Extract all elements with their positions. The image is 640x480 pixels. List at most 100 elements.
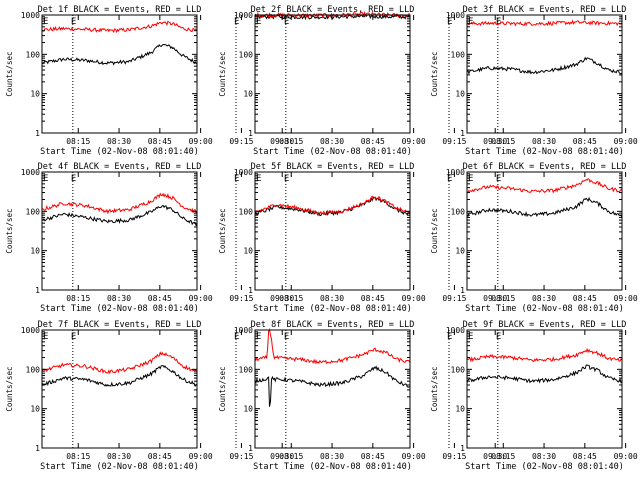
x-tick-label: 09:30 — [483, 294, 507, 303]
x-tick-label: 09:15 — [229, 137, 253, 146]
x-tick-label: 09:00 — [614, 294, 638, 303]
y-tick-label: 10 — [455, 247, 465, 256]
detector-panel-9: Det 9f BLACK = Events, RED = LLD E E E 1 10 10… — [430, 320, 638, 472]
event-marker-label: E — [447, 174, 452, 184]
panel-title: Det 7f BLACK = Events, RED = LLD — [38, 320, 202, 330]
y-tick-label: 10 — [30, 90, 40, 99]
y-tick-label: 10 — [455, 405, 465, 414]
x-tick-label: 08:45 — [361, 294, 385, 303]
y-tick-label: 100 — [451, 50, 466, 59]
plot-frame — [41, 14, 198, 134]
event-marker-label: E — [43, 17, 48, 27]
panel-title: Det 5f BLACK = Events, RED = LLD — [251, 162, 415, 172]
detector-panel-3: Det 3f BLACK = Events, RED = LLD E E E 1 10 10… — [430, 5, 638, 157]
y-tick-label: 100 — [239, 365, 254, 374]
series-events-line — [41, 43, 198, 66]
y-tick-label: 1 — [460, 286, 465, 295]
x-axis-label: Start Time (02-Nov-08 08:01:40) — [40, 462, 199, 472]
y-axis-label: Counts/sec — [430, 366, 439, 411]
panel-title: Det 4f BLACK = Events, RED = LLD — [38, 162, 202, 172]
event-marker-label: E — [43, 332, 48, 342]
x-tick-label: 09:00 — [402, 294, 426, 303]
plot-frame — [254, 329, 411, 449]
x-axis-label: Start Time (02-Nov-08 08:01:40) — [465, 462, 624, 472]
y-tick-label: 1 — [248, 129, 253, 138]
plot-frame — [41, 329, 198, 449]
x-tick-label: 09:30 — [483, 452, 507, 461]
event-marker-label: E — [496, 332, 501, 342]
event-marker-label: E — [234, 174, 239, 184]
x-tick-label: 09:30 — [270, 294, 294, 303]
y-tick-label: 1 — [460, 444, 465, 453]
x-tick-label: 08:45 — [148, 452, 172, 461]
y-tick-label: 1000 — [234, 168, 253, 177]
y-tick-label: 100 — [26, 50, 41, 59]
event-marker-label: E — [496, 174, 501, 184]
x-tick-label: 08:45 — [361, 137, 385, 146]
x-tick-label: 09:00 — [189, 452, 213, 461]
plot-frame — [466, 171, 623, 291]
x-tick-label: 08:45 — [361, 452, 385, 461]
panel-title: Det 9f BLACK = Events, RED = LLD — [463, 320, 627, 330]
series-lld-line — [254, 195, 411, 216]
x-tick-label: 08:15 — [279, 294, 303, 303]
y-tick-label: 100 — [239, 50, 254, 59]
x-tick-label: 08:30 — [532, 137, 556, 146]
y-tick-label: 1000 — [21, 326, 40, 335]
y-tick-label: 10 — [30, 247, 40, 256]
y-tick-label: 10 — [243, 90, 253, 99]
x-tick-label: 09:15 — [229, 294, 253, 303]
series-events-line — [254, 365, 411, 407]
y-tick-label: 1000 — [21, 11, 40, 20]
x-tick-label: 08:30 — [532, 452, 556, 461]
plot-frame — [41, 171, 198, 291]
y-tick-label: 10 — [243, 247, 253, 256]
y-tick-label: 100 — [26, 207, 41, 216]
x-tick-label: 08:45 — [148, 137, 172, 146]
x-axis-label: Start Time (02-Nov-08 08:01:40) — [40, 147, 199, 157]
y-axis-label: Counts/sec — [218, 366, 227, 411]
y-tick-label: 1 — [460, 129, 465, 138]
series-lld-line — [41, 192, 198, 215]
x-tick-label: 09:30 — [270, 452, 294, 461]
y-tick-label: 1000 — [234, 326, 253, 335]
event-marker-label: E — [71, 332, 76, 342]
event-marker-label: E — [256, 332, 261, 342]
y-tick-label: 1 — [35, 286, 40, 295]
x-axis-label: Start Time (02-Nov-08 08:01:40) — [253, 462, 412, 472]
y-axis-label: Counts/sec — [5, 208, 14, 253]
x-tick-label: 08:15 — [491, 452, 515, 461]
x-axis-label: Start Time (02-Nov-08 08:01:40) — [40, 304, 199, 314]
panel-title: Det 2f BLACK = Events, RED = LLD — [251, 5, 415, 15]
x-tick-label: 08:15 — [66, 137, 90, 146]
x-tick-label: 08:30 — [107, 294, 131, 303]
y-tick-label: 100 — [451, 207, 466, 216]
y-tick-label: 10 — [455, 90, 465, 99]
x-axis-label: Start Time (02-Nov-08 08:01:40) — [253, 304, 412, 314]
event-marker-label: E — [43, 174, 48, 184]
event-marker-label: E — [468, 17, 473, 27]
plot-frame — [254, 14, 411, 134]
y-tick-label: 1 — [248, 286, 253, 295]
y-tick-label: 1 — [35, 444, 40, 453]
x-tick-label: 09:15 — [229, 452, 253, 461]
series-lld-line — [42, 20, 198, 34]
event-marker-label: E — [256, 17, 261, 27]
event-marker-label: E — [468, 174, 473, 184]
y-tick-label: 1 — [248, 444, 253, 453]
y-axis-label: Counts/sec — [430, 208, 439, 253]
x-tick-label: 08:30 — [320, 137, 344, 146]
y-axis-label: Counts/sec — [430, 51, 439, 96]
y-tick-label: 1000 — [234, 11, 253, 20]
x-tick-label: 09:00 — [189, 294, 213, 303]
plot-frame — [466, 329, 623, 449]
event-marker-label: E — [468, 332, 473, 342]
event-marker-label: E — [447, 332, 452, 342]
x-tick-label: 08:15 — [279, 137, 303, 146]
event-marker-label: E — [284, 174, 289, 184]
x-tick-label: 08:45 — [148, 294, 172, 303]
